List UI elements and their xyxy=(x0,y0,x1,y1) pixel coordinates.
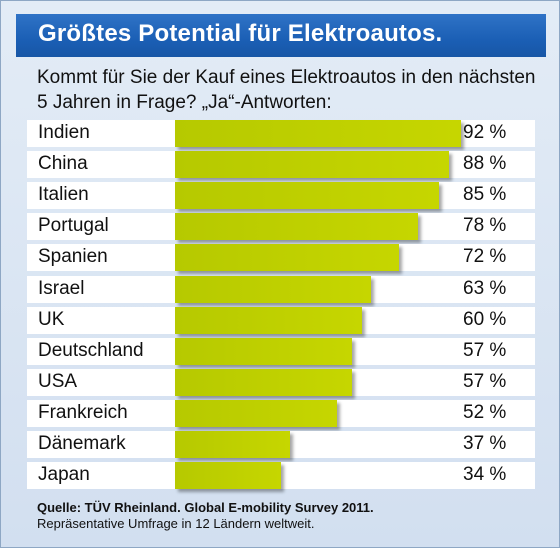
category-label: UK xyxy=(38,308,65,330)
bar xyxy=(175,182,440,210)
category-label: Spanien xyxy=(38,246,108,268)
value-label: 88 % xyxy=(463,153,507,175)
bar-row: Israel 63 % xyxy=(27,275,535,303)
bar xyxy=(175,431,291,458)
bar-row: China 88 % xyxy=(27,151,535,179)
bar-row: Spanien 72 % xyxy=(27,244,535,272)
category-label: Indien xyxy=(38,122,90,143)
bar xyxy=(175,368,353,396)
bar xyxy=(175,120,462,147)
value-label: 52 % xyxy=(463,401,507,423)
bar xyxy=(175,275,371,303)
value-label: 60 % xyxy=(463,308,507,330)
value-label: 57 % xyxy=(463,339,507,361)
value-label: 85 % xyxy=(463,184,507,206)
bar-row: Frankreich 52 % xyxy=(27,399,535,427)
source-line: Quelle: TÜV Rheinland. Global E-mobility… xyxy=(37,500,374,515)
category-label: Frankreich xyxy=(38,401,128,423)
bar-row: Dänemark 37 % xyxy=(27,431,535,458)
bar-row: UK 60 % xyxy=(27,306,535,334)
bar xyxy=(175,399,337,427)
bar xyxy=(175,462,281,490)
value-label: 34 % xyxy=(463,464,507,486)
category-label: Portugal xyxy=(38,215,109,237)
survey-question: Kommt für Sie der Kauf eines Elektroauto… xyxy=(37,67,536,113)
bar-row: Deutschland 57 % xyxy=(27,337,535,365)
bar xyxy=(175,306,362,334)
value-label: 78 % xyxy=(463,215,507,237)
value-label: 57 % xyxy=(463,370,507,392)
bar-row: Portugal 78 % xyxy=(27,213,535,241)
title-bar: Größtes Potential für Elektroautos. xyxy=(16,14,546,57)
category-label: Italien xyxy=(38,184,89,206)
bar xyxy=(175,244,399,272)
chart-title: Größtes Potential für Elektroautos. xyxy=(38,20,443,47)
category-label: Israel xyxy=(38,277,85,299)
value-label: 72 % xyxy=(463,246,507,268)
bar-row: Indien 92 % xyxy=(27,120,535,147)
bar-row: Japan 34 % xyxy=(27,462,535,490)
value-label: 92 % xyxy=(463,122,507,143)
category-label: China xyxy=(38,153,88,175)
category-label: Deutschland xyxy=(38,339,144,361)
bar xyxy=(175,213,418,241)
bar xyxy=(175,151,449,179)
survey-note: Repräsentative Umfrage in 12 Ländern wel… xyxy=(37,516,315,531)
bar xyxy=(175,337,353,365)
value-label: 37 % xyxy=(463,433,507,454)
category-label: Dänemark xyxy=(38,433,126,454)
bar-row: Italien 85 % xyxy=(27,182,535,210)
value-label: 63 % xyxy=(463,277,507,299)
category-label: USA xyxy=(38,370,78,392)
category-label: Japan xyxy=(38,464,90,486)
bar-row: USA 57 % xyxy=(27,368,535,396)
